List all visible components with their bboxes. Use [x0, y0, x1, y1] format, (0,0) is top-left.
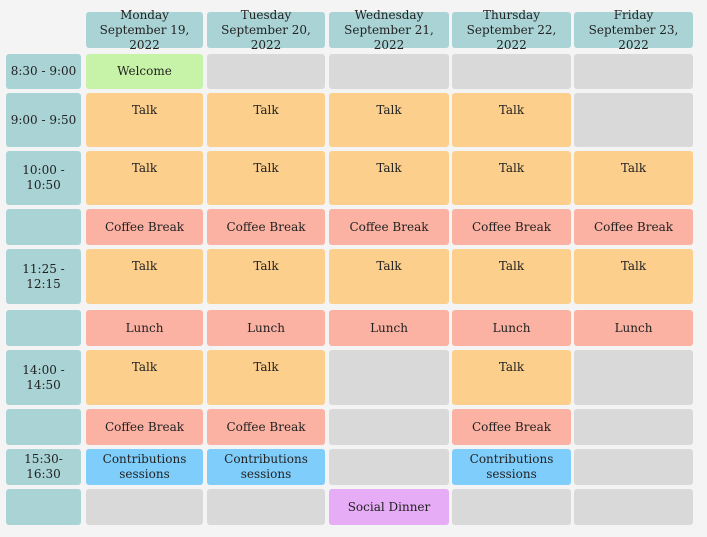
- session-talk: Talk: [207, 249, 325, 304]
- session-coffee-break: Coffee Break: [329, 209, 449, 245]
- time-slot: [6, 409, 81, 445]
- session-talk: Talk: [329, 249, 449, 304]
- day-header-tuesday: Tuesday September 20, 2022: [207, 8, 325, 52]
- session-talk: Talk: [207, 151, 325, 205]
- session-social-dinner: Social Dinner: [329, 489, 449, 525]
- session-coffee-break: Coffee Break: [86, 209, 203, 245]
- session-coffee-break: Coffee Break: [86, 409, 203, 445]
- empty-slot: [329, 409, 449, 445]
- session-contributions: Contributions sessions: [452, 449, 571, 485]
- empty-slot: [329, 54, 449, 89]
- session-welcome: Welcome: [86, 54, 203, 89]
- session-talk: Talk: [207, 93, 325, 147]
- session-talk: Talk: [86, 249, 203, 304]
- time-slot: 15:30- 16:30: [6, 449, 81, 485]
- day-date: September 19, 2022: [99, 22, 190, 52]
- session-lunch: Lunch: [452, 310, 571, 346]
- session-lunch: Lunch: [86, 310, 203, 346]
- session-contributions: Contributions sessions: [86, 449, 203, 485]
- empty-slot: [574, 489, 693, 525]
- session-talk: Talk: [207, 350, 325, 405]
- day-header-thursday: Thursday September 22, 2022: [452, 8, 571, 52]
- session-talk: Talk: [452, 249, 571, 304]
- empty-slot: [574, 93, 693, 147]
- empty-slot: [574, 409, 693, 445]
- day-name: Friday: [613, 7, 654, 22]
- time-slot: [6, 209, 81, 245]
- time-slot: [6, 310, 81, 346]
- session-lunch: Lunch: [207, 310, 325, 346]
- day-name: Wednesday: [354, 7, 424, 22]
- empty-slot: [207, 489, 325, 525]
- session-coffee-break: Coffee Break: [452, 209, 571, 245]
- session-coffee-break: Coffee Break: [207, 209, 325, 245]
- session-coffee-break: Coffee Break: [207, 409, 325, 445]
- day-date: September 22, 2022: [466, 22, 557, 52]
- day-header-monday: Monday September 19, 2022: [86, 8, 203, 52]
- empty-slot: [574, 350, 693, 405]
- session-talk: Talk: [574, 151, 693, 205]
- day-date: September 20, 2022: [221, 22, 311, 52]
- day-date: September 23, 2022: [588, 22, 679, 52]
- day-name: Monday: [120, 7, 169, 22]
- time-slot: 10:00 - 10:50: [6, 151, 81, 205]
- session-talk: Talk: [329, 93, 449, 147]
- session-talk: Talk: [574, 249, 693, 304]
- empty-slot: [574, 54, 693, 89]
- session-coffee-break: Coffee Break: [574, 209, 693, 245]
- session-talk: Talk: [86, 93, 203, 147]
- empty-slot: [574, 449, 693, 485]
- empty-slot: [86, 489, 203, 525]
- empty-slot: [452, 54, 571, 89]
- time-slot: 11:25 - 12:15: [6, 249, 81, 304]
- session-talk: Talk: [452, 350, 571, 405]
- empty-slot: [207, 54, 325, 89]
- empty-slot: [452, 489, 571, 525]
- day-header-wednesday: Wednesday September 21, 2022: [329, 8, 449, 52]
- session-lunch: Lunch: [329, 310, 449, 346]
- empty-slot: [329, 350, 449, 405]
- session-talk: Talk: [452, 93, 571, 147]
- time-slot: 8:30 - 9:00: [6, 54, 81, 89]
- session-contributions: Contributions sessions: [207, 449, 325, 485]
- session-lunch: Lunch: [574, 310, 693, 346]
- empty-slot: [329, 449, 449, 485]
- session-talk: Talk: [329, 151, 449, 205]
- session-coffee-break: Coffee Break: [452, 409, 571, 445]
- session-talk: Talk: [452, 151, 571, 205]
- day-header-friday: Friday September 23, 2022: [574, 8, 693, 52]
- time-slot: 14:00 - 14:50: [6, 350, 81, 405]
- time-slot: 9:00 - 9:50: [6, 93, 81, 147]
- time-slot: [6, 489, 81, 525]
- session-talk: Talk: [86, 350, 203, 405]
- session-talk: Talk: [86, 151, 203, 205]
- day-name: Thursday: [483, 7, 540, 22]
- day-date: September 21, 2022: [344, 22, 434, 52]
- day-name: Tuesday: [240, 7, 292, 22]
